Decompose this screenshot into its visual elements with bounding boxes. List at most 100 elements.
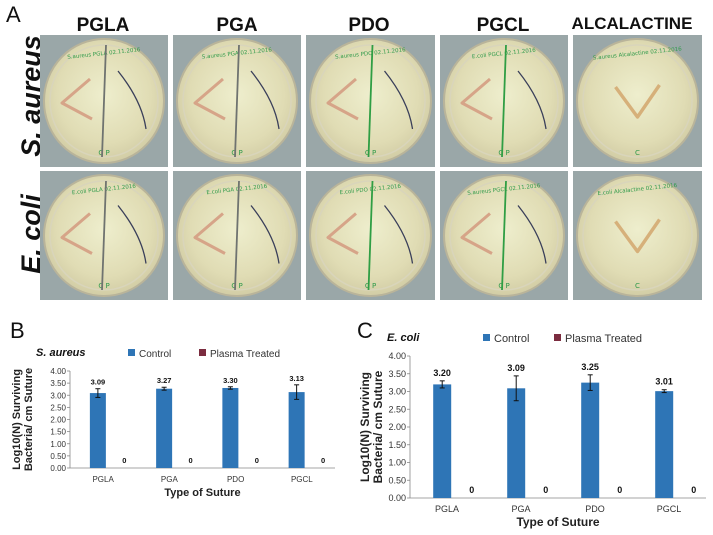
y-tick-label: 0.50 <box>388 475 406 485</box>
chart-title: S. aureus <box>36 347 86 359</box>
plate-divider <box>367 180 374 291</box>
legend-swatch-plasma <box>554 334 561 341</box>
control-suture <box>60 212 93 255</box>
y-axis-title-line1: Log10(N) Surviving <box>11 369 23 470</box>
column-header-pgcl: PGCL <box>477 15 530 36</box>
x-tick-label: PDO <box>585 504 605 514</box>
column-header-pdo: PDO <box>348 15 389 36</box>
chart-title: E. coli <box>387 332 420 344</box>
column-header-alcalactine: ALCALACTINE <box>572 14 693 33</box>
bar-zero-label: 0 <box>189 456 193 465</box>
legend-label-control: Control <box>139 349 171 360</box>
y-tick-label: 1.50 <box>50 428 66 437</box>
plate-marks: C <box>635 282 640 290</box>
y-tick-label: 2.50 <box>50 403 66 412</box>
legend-swatch-control <box>128 349 135 356</box>
petri-dish-rim <box>315 44 426 158</box>
control-suture <box>614 218 661 254</box>
plate-marks: C P <box>231 282 242 290</box>
plate-divider <box>101 44 107 158</box>
treated-suture <box>517 205 547 264</box>
y-tick-label: 4.00 <box>50 367 66 376</box>
x-tick-label: PGCL <box>291 475 313 484</box>
bar-zero-label: 0 <box>617 485 622 495</box>
y-tick-label: 3.00 <box>50 391 66 400</box>
petri-dish-rim <box>49 180 159 291</box>
x-tick-label: PGLA <box>92 475 114 484</box>
y-tick-label: 1.00 <box>50 440 66 449</box>
bar-value-label: 3.09 <box>91 378 106 387</box>
bar-zero-label: 0 <box>255 456 259 465</box>
x-tick-label: PGA <box>511 504 530 514</box>
petri-dish-rim <box>449 44 559 158</box>
control-suture <box>460 212 493 255</box>
x-tick-label: PGCL <box>657 504 682 514</box>
column-header-pgla: PGLA <box>77 15 130 36</box>
petri-dish-rim <box>182 180 292 291</box>
plate-divider <box>234 44 240 158</box>
bar-value-label: 3.01 <box>655 377 673 387</box>
y-tick-label: 0.00 <box>388 493 406 503</box>
panel-c-chart: C E. coli Control Plasma Treated 0.00 0.50 1.… <box>357 318 706 529</box>
bar-value-label: 3.13 <box>289 374 304 383</box>
legend-label-plasma: Plasma Treated <box>210 349 280 360</box>
treated-suture <box>383 70 414 130</box>
y-tick-label: 1.00 <box>388 458 406 468</box>
x-tick-label: PDO <box>227 475 244 484</box>
plate-divider <box>501 44 507 158</box>
legend-label-plasma: Plasma Treated <box>565 333 642 345</box>
x-tick-label: PGLA <box>435 504 459 514</box>
treated-suture <box>517 70 547 130</box>
y-axis-title-line1: Log10(N) Surviving <box>358 372 372 482</box>
control-suture <box>60 77 93 121</box>
panel-b-chart: B S. aureus Control Plasma Treated 0.00 0.50… <box>10 318 335 499</box>
x-axis-title: Type of Suture <box>516 515 599 529</box>
treated-suture <box>117 205 147 264</box>
y-tick-label: 1.50 <box>388 440 406 450</box>
x-axis-title: Type of Suture <box>164 487 240 499</box>
bar-value-label: 3.09 <box>507 363 525 373</box>
legend-swatch-plasma <box>199 349 206 356</box>
y-tick-label: 2.00 <box>388 422 406 432</box>
y-axis-title-line2: Bacteria/ cm Suture <box>23 368 35 471</box>
legend-swatch-control <box>483 334 490 341</box>
control-suture <box>193 212 226 255</box>
y-tick-label: 3.50 <box>388 369 406 379</box>
bar-zero-label: 0 <box>122 456 126 465</box>
plate-marks: C P <box>98 149 109 157</box>
plate-marks: C P <box>365 149 376 157</box>
y-axis-title-line2: Bacteria/ cm Suture <box>371 370 385 483</box>
bar-value-label: 3.30 <box>223 376 238 385</box>
plate-divider <box>101 180 107 291</box>
bar-zero-label: 0 <box>543 485 548 495</box>
x-tick-label: PGA <box>161 475 179 484</box>
bar-control-pga <box>156 388 173 468</box>
bar-zero-label: 0 <box>469 485 474 495</box>
legend-label-control: Control <box>494 333 529 345</box>
treated-suture <box>117 70 147 130</box>
panel-b-letter: B <box>10 318 25 343</box>
bar-zero-label: 0 <box>321 456 325 465</box>
plate-divider <box>501 180 507 291</box>
petri-dish-rim <box>582 180 693 291</box>
treated-suture <box>250 205 280 264</box>
bar-control-pgcl <box>288 392 305 468</box>
y-tick-label: 2.00 <box>50 416 66 425</box>
bar-control-pdo <box>581 382 600 498</box>
panel-c-letter: C <box>357 318 373 343</box>
plate-marks: C P <box>98 282 109 290</box>
bar-control-pga <box>507 388 526 498</box>
petri-dish-rim <box>315 180 426 291</box>
panel-a-letter: A <box>6 2 21 27</box>
bar-value-label: 3.27 <box>157 376 172 385</box>
